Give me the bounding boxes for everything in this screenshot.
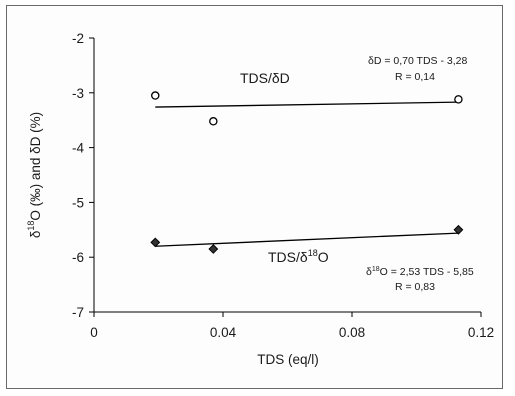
data-point-diamond bbox=[208, 244, 219, 254]
r-value-d18O: R = 0,83 bbox=[395, 281, 435, 293]
fit-line-series-0 bbox=[155, 101, 459, 108]
y-tick-label: -5 bbox=[72, 195, 84, 210]
r-value-dD: R = 0,14 bbox=[395, 71, 435, 83]
data-points bbox=[150, 91, 464, 254]
fit-lines bbox=[155, 101, 459, 247]
x-tick-label: 0 bbox=[90, 325, 98, 340]
y-axis-title: δ18O (‰) and δD (%) bbox=[26, 112, 43, 238]
x-tick-label: 0.08 bbox=[339, 325, 365, 340]
series-label-d18O: TDS/δ18O bbox=[268, 248, 329, 265]
fit-line-series-1 bbox=[155, 232, 459, 247]
x-ticks: 0 0.04 0.08 0.12 bbox=[90, 312, 494, 340]
y-tick-label: -4 bbox=[72, 141, 84, 156]
x-tick-label: 0.04 bbox=[210, 325, 237, 340]
y-tick-label: -6 bbox=[72, 250, 84, 265]
data-point-circle bbox=[151, 91, 160, 100]
data-point-diamond bbox=[150, 237, 161, 248]
chart-frame bbox=[6, 5, 503, 389]
data-point-circle bbox=[454, 95, 463, 104]
data-point-diamond bbox=[453, 224, 464, 235]
y-tick-label: -3 bbox=[72, 86, 84, 101]
equation-d18O: δ18O = 2,53 TDS - 5,85 bbox=[366, 266, 474, 278]
y-tick-label: -7 bbox=[72, 305, 84, 320]
data-point-circle bbox=[209, 117, 218, 126]
y-tick-label: -2 bbox=[72, 31, 84, 46]
x-axis-title: TDS (eq/l) bbox=[257, 352, 319, 367]
x-tick-label: 0.12 bbox=[468, 325, 494, 340]
y-ticks: -2 -3 -4 -5 -6 -7 bbox=[72, 31, 94, 320]
series-label-dD: TDS/δD bbox=[240, 70, 290, 86]
equation-dD: δD = 0,70 TDS - 3,28 bbox=[368, 55, 467, 67]
